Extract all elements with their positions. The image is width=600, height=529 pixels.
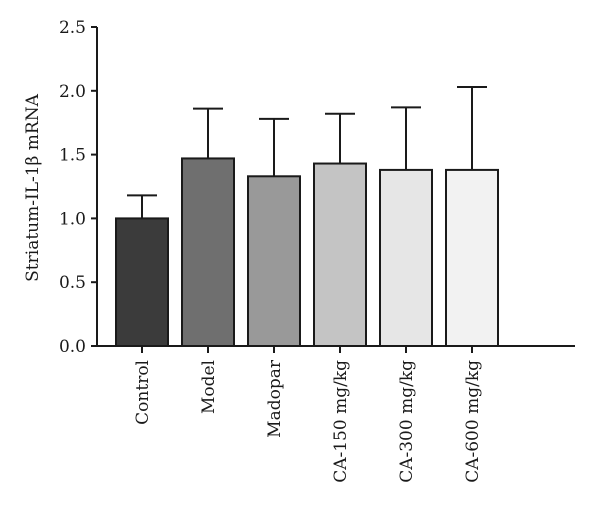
bar (313, 162, 367, 347)
y-ticks: 0.0 0.5 1.0 1.5 2.0 2.5 (59, 18, 97, 357)
category-label: CA-300 mg/kg (397, 360, 417, 483)
y-tick-label: 2.5 (59, 18, 86, 38)
category-label: Madopar (265, 359, 285, 438)
y-tick-label: 1.5 (59, 146, 86, 166)
y-tick-label: 1.0 (59, 209, 86, 229)
bars (115, 85, 499, 347)
y-tick-label: 2.0 (59, 82, 86, 102)
category-label: CA-150 mg/kg (331, 360, 351, 483)
category-label: Control (133, 360, 153, 425)
y-tick-label: 0.0 (59, 337, 86, 357)
bar (181, 157, 235, 347)
category-label: Model (199, 360, 219, 414)
category-labels: Control Model Madopar CA-150 mg/kg CA-300 mg… (133, 359, 483, 483)
bar (247, 175, 301, 347)
category-label: CA-600 mg/kg (463, 360, 483, 483)
bar (115, 217, 169, 347)
y-axis-title: Striatum-IL-1β mRNA (23, 93, 43, 281)
y-tick-label: 0.5 (59, 273, 86, 293)
bar (379, 168, 433, 347)
bar (445, 168, 499, 347)
